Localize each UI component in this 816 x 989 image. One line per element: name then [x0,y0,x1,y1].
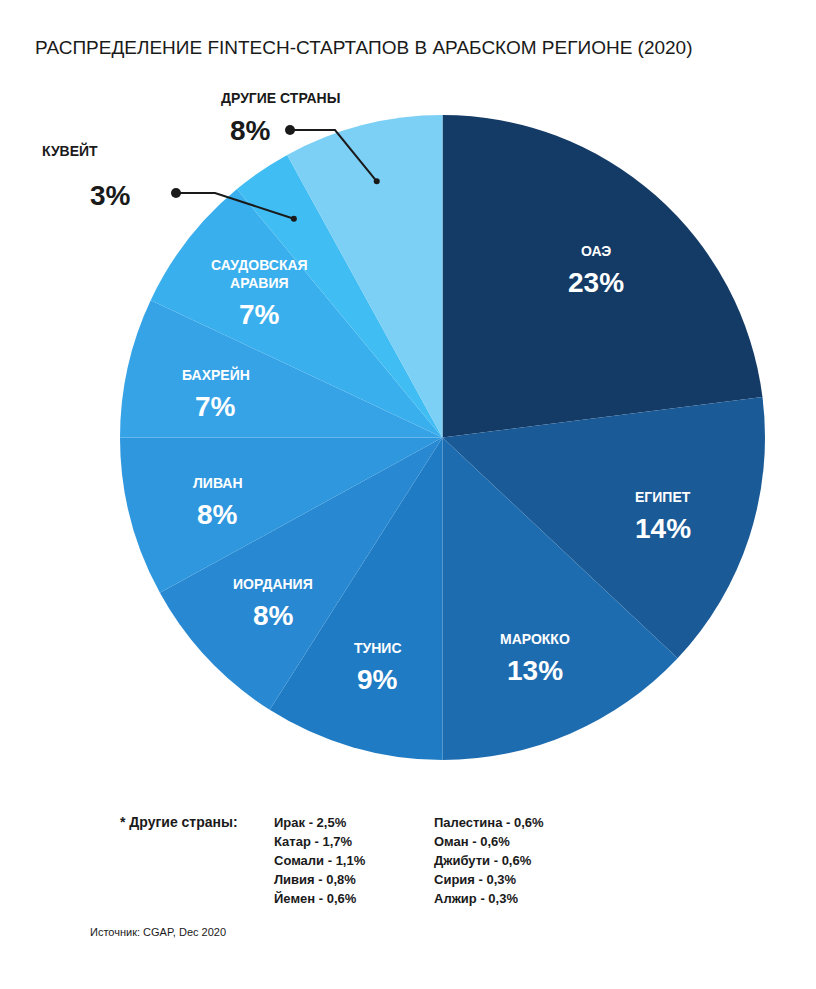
svg-text:9%: 9% [357,664,398,695]
svg-text:Палестина - 0,6%: Палестина - 0,6% [434,815,544,830]
svg-text:* Другие страны:: * Другие страны: [120,814,238,830]
svg-text:ЕГИПЕТ: ЕГИПЕТ [635,489,691,505]
svg-text:Катар - 1,7%: Катар - 1,7% [274,834,352,849]
svg-text:БАХРЕЙН: БАХРЕЙН [182,366,250,383]
svg-text:8%: 8% [253,600,294,631]
svg-text:РАСПРЕДЕЛЕНИЕ FINTECH-СТАРТАПО: РАСПРЕДЕЛЕНИЕ FINTECH-СТАРТАПОВ В АРАБСК… [35,37,693,58]
svg-text:7%: 7% [195,391,236,422]
svg-text:САУДОВСКАЯАРАВИЯ: САУДОВСКАЯАРАВИЯ [211,257,308,291]
svg-text:ИОРДАНИЯ: ИОРДАНИЯ [233,576,313,592]
svg-text:7%: 7% [239,299,280,330]
svg-text:ТУНИС: ТУНИС [354,640,402,656]
svg-text:КУВЕЙТ: КУВЕЙТ [42,142,98,159]
svg-text:Сирия - 0,3%: Сирия - 0,3% [434,872,517,887]
svg-text:Ирак - 2,5%: Ирак - 2,5% [274,815,347,830]
svg-text:Йемен - 0,6%: Йемен - 0,6% [274,891,357,906]
svg-text:ЛИВАН: ЛИВАН [193,475,243,491]
svg-text:8%: 8% [230,115,271,146]
svg-text:МАРОККО: МАРОККО [500,631,570,647]
svg-text:Алжир - 0,3%: Алжир - 0,3% [434,891,518,906]
svg-text:8%: 8% [197,499,238,530]
svg-text:Ливия - 0,8%: Ливия - 0,8% [274,872,356,887]
svg-text:14%: 14% [635,513,691,544]
svg-text:Источник: CGAP, Dec 2020: Источник: CGAP, Dec 2020 [90,926,226,938]
svg-text:Сомали - 1,1%: Сомали - 1,1% [274,853,366,868]
svg-text:3%: 3% [90,180,131,211]
svg-text:ДРУГИЕ СТРАНЫ: ДРУГИЕ СТРАНЫ [221,90,340,106]
svg-text:13%: 13% [507,655,563,686]
svg-text:Оман - 0,6%: Оман - 0,6% [434,834,510,849]
svg-text:23%: 23% [568,267,624,298]
svg-text:Джибути - 0,6%: Джибути - 0,6% [434,853,532,868]
svg-text:ОАЭ: ОАЭ [581,243,611,259]
